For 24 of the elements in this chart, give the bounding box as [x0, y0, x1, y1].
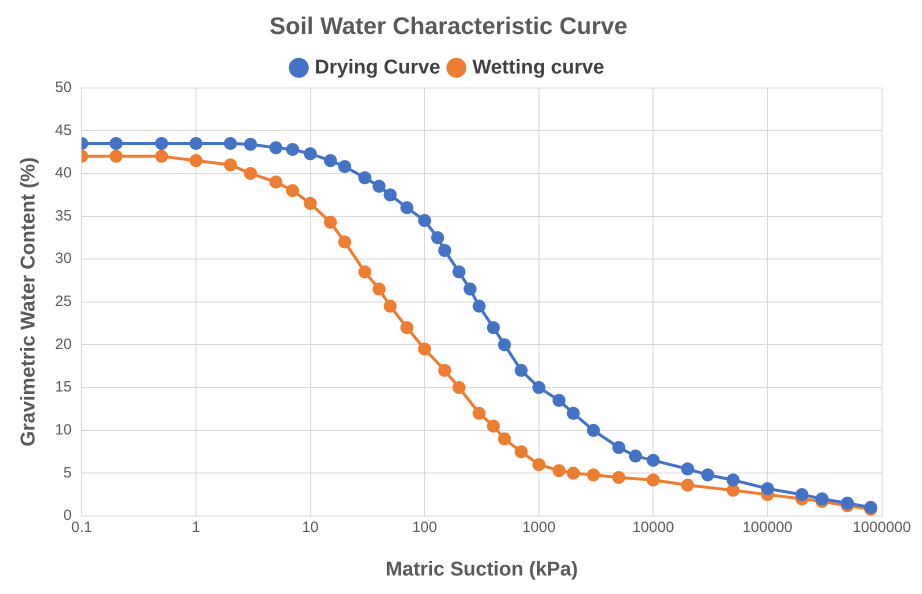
- y-tick-label: 50: [54, 78, 72, 96]
- x-tick-label: 1000: [522, 519, 556, 536]
- legend-label: Drying Curve: [314, 56, 440, 78]
- y-tick-label: 5: [63, 464, 72, 482]
- y-tick-label: 45: [54, 122, 72, 139]
- y-tick-label: 35: [54, 207, 72, 224]
- x-tick-label: 10000: [632, 519, 674, 536]
- y-tick-label: 20: [54, 336, 72, 353]
- y-tick-label: 10: [54, 422, 72, 438]
- legend-label: Wetting curve: [472, 56, 604, 78]
- y-tick-label: 40: [54, 164, 72, 182]
- x-tick-label: 1: [192, 519, 200, 536]
- x-tick-label: 100000: [742, 519, 793, 536]
- y-tick-label: 25: [54, 293, 72, 310]
- y-tick-label: 15: [54, 378, 72, 396]
- y-tick-label: 0: [63, 507, 72, 524]
- x-tick-label: 0.1: [71, 519, 92, 536]
- y-axis-title: Gravimetric Water Content (%): [18, 157, 40, 447]
- chart-title: Soil Water Characteristic Curve: [270, 13, 628, 40]
- x-axis-title: Matric Suction (kPa): [386, 558, 578, 581]
- y-tick-label: 30: [54, 250, 72, 268]
- x-tick-label: 1000000: [852, 519, 912, 536]
- x-tick-label: 10: [302, 519, 319, 536]
- x-tick-label: 100: [412, 519, 438, 536]
